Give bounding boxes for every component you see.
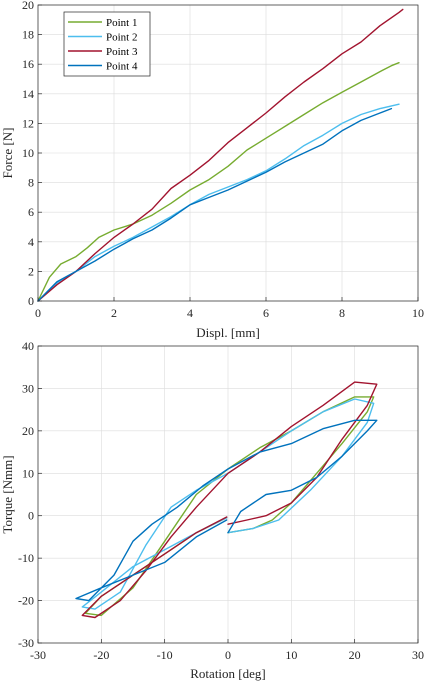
legend-label-1: Point 1 — [106, 17, 137, 29]
y-tick-label: 0 — [28, 509, 34, 523]
x-tick-label: -10 — [157, 648, 173, 662]
y-tick-label: 10 — [22, 466, 34, 480]
legend-label-2: Point 2 — [106, 32, 137, 44]
x-tick-label: 10 — [412, 306, 424, 320]
y-tick-label: 0 — [28, 294, 34, 308]
y-tick-label: 20 — [22, 424, 34, 438]
x-tick-label: -20 — [93, 648, 109, 662]
x-tick-label: 6 — [263, 306, 269, 320]
x-axis-label: Displ. [mm] — [196, 325, 260, 340]
y-tick-label: 16 — [22, 57, 34, 71]
torque-rotation-plot: -30 -20 -10 0 10 20 30 -30 -20 -10 0 10 20 30 40 Rotati… — [0, 339, 424, 681]
y-tick-label: 12 — [22, 116, 34, 130]
y-tick-label: 6 — [28, 205, 34, 219]
x-tick-label: 0 — [35, 306, 41, 320]
y-tick-label: 4 — [28, 235, 34, 249]
x-axis-label: Rotation [deg] — [190, 666, 265, 681]
legend-label-3: Point 3 — [106, 46, 138, 58]
series-line-4 — [37, 107, 393, 302]
legend-label-4: Point 4 — [106, 61, 138, 73]
series-line-3 — [81, 381, 378, 619]
y-tick-label: -10 — [18, 551, 34, 565]
x-tick-label: -30 — [30, 648, 46, 662]
y-tick-label: 10 — [22, 146, 34, 160]
y-tick-label: 2 — [28, 264, 34, 278]
y-axis-label: Force [N] — [0, 128, 15, 179]
legend: Point 1 Point 2 Point 3 Point 4 — [63, 11, 151, 77]
y-tick-label: 30 — [22, 381, 34, 395]
x-tick-label: 0 — [225, 648, 231, 662]
y-tick-label: 20 — [22, 0, 34, 12]
series-line-2 — [37, 103, 400, 302]
y-axis-label: Torque [Nmm] — [0, 455, 15, 533]
y-tick-label: 8 — [28, 176, 34, 190]
y-tick-label: -20 — [18, 594, 34, 608]
series-line-3 — [37, 8, 404, 302]
x-tick-label: 2 — [111, 306, 117, 320]
series-line-1 — [84, 396, 375, 617]
series-line-1 — [37, 62, 400, 302]
y-tick-label: 14 — [22, 87, 34, 101]
force-displacement-plot: 0 2 4 6 8 10 0 2 4 6 8 10 12 14 16 18 20 Displ. [mm] Force… — [0, 0, 424, 340]
x-tick-label: 30 — [412, 648, 424, 662]
x-tick-label: 20 — [349, 648, 361, 662]
series-line-4 — [75, 419, 378, 602]
x-tick-label: 4 — [187, 306, 193, 320]
y-tick-label: 18 — [22, 28, 34, 42]
y-tick-label: -30 — [18, 636, 34, 650]
y-tick-label: 40 — [22, 339, 34, 353]
x-tick-label: 8 — [339, 306, 345, 320]
x-tick-label: 10 — [285, 648, 297, 662]
